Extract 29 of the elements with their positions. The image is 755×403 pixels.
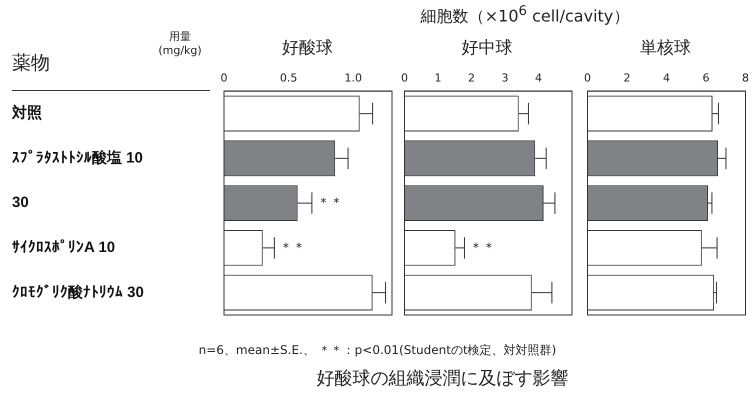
x-tick-label: 4 [535, 71, 542, 84]
x-tick-label: 0 [220, 71, 228, 84]
text: 用量 (mg/kg) [157, 30, 203, 58]
y-tick-label: ｽﾌﾟﾗﾀｽﾄﾄｼﾙ酸塩 10 [12, 149, 143, 166]
y-axis-title: 薬物 [12, 51, 50, 76]
x-tick-label: 0.5 [280, 71, 298, 84]
y-tick-label: ｸﾛﾓｸﾞﾘｸ酸ﾅﾄﾘｳﾑ 30 [12, 284, 144, 301]
x-tick-label: 2 [468, 71, 475, 84]
x-tick-label: 4 [663, 71, 670, 84]
x-tick-label: 8 [742, 71, 749, 84]
x-tick-label: 2 [624, 71, 630, 84]
y-tick-label: ｻｲｸﾛｽﾎﾟﾘﾝA 10 [12, 239, 116, 256]
x-tick-label: 3 [502, 71, 508, 84]
chart-title: 好酸球 [281, 37, 334, 59]
annotation: ＊＊ [279, 239, 306, 254]
text: 細胞数（×10$^{6}$ cell/cavity） [420, 4, 630, 28]
chart-title: 単核球 [639, 37, 692, 59]
x-tick-label: 1.0 [344, 71, 362, 84]
x-tick-label: 0 [401, 71, 408, 84]
y-tick-label: 30 [12, 194, 29, 212]
x-tick-label: 0 [584, 71, 591, 84]
annotation: ＊＊ [469, 239, 496, 254]
x-tick-label: 1 [434, 71, 442, 84]
y-tick-label: 対照 [11, 104, 42, 122]
x-tick-label: 6 [702, 71, 710, 84]
text: 好酸球の組織浸潤に及ぼす影響 [316, 367, 570, 390]
annotation: ＊＊ [316, 194, 343, 210]
text: n=6、mean±S.E.、 ＊＊：p<0.01(Studentのt検定、対対照群) [198, 342, 558, 359]
chart-title: 好中球 [460, 37, 514, 59]
